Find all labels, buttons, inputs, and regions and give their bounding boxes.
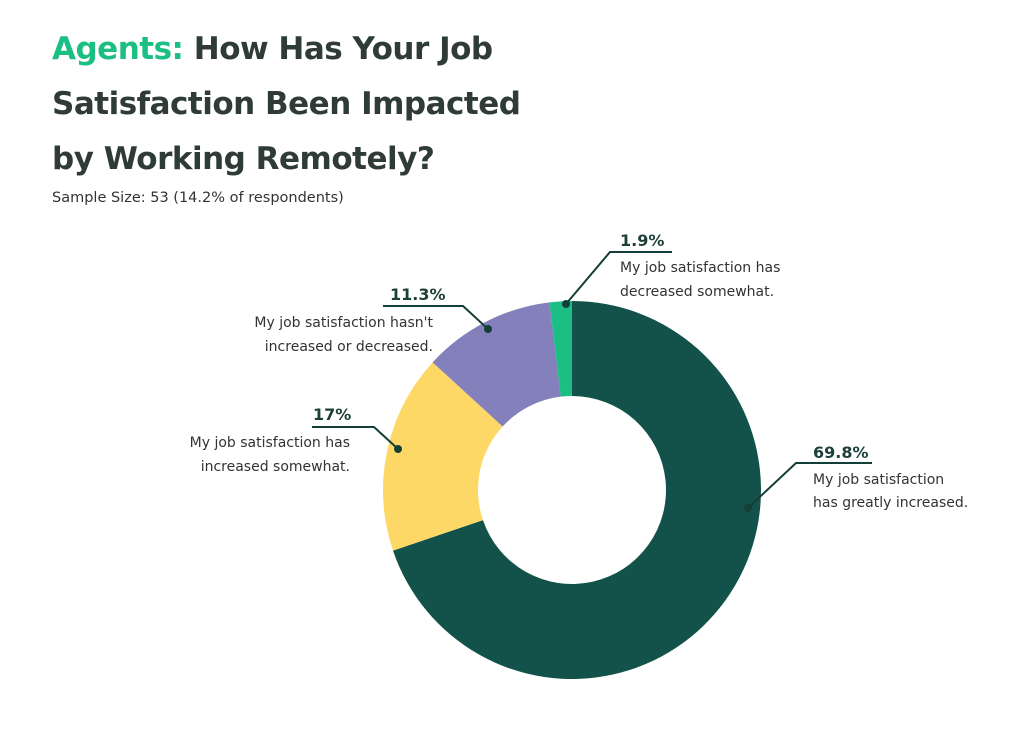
donut-slice-3: [432, 302, 561, 427]
leader-dot-2: [394, 445, 402, 453]
slice-category-label-4-line-1: My job satisfaction has: [620, 260, 780, 276]
leader-line-4: [565, 251, 672, 305]
donut-slice-2: [383, 362, 503, 551]
slice-category-label-1-line-1: My job satisfaction: [813, 472, 944, 488]
chart-title: Agents: How Has Your Job Satisfaction Be…: [52, 22, 572, 187]
donut-slice-1: [392, 301, 761, 679]
leader-dot-3: [484, 325, 492, 333]
donut-slice-4: [549, 301, 572, 397]
leader-line-2: [312, 426, 399, 450]
leader-dot-1: [744, 504, 752, 512]
slice-category-label-3-line-1: My job satisfaction hasn't: [254, 315, 433, 331]
slice-value-label-1: 69.8%: [813, 443, 869, 462]
leader-dot-4: [562, 300, 570, 308]
slice-value-label-4: 1.9%: [620, 231, 664, 250]
leader-line-1: [747, 462, 872, 509]
slice-category-label-4-line-2: decreased somewhat.: [620, 284, 774, 300]
slice-category-label-3-line-2: increased or decreased.: [265, 339, 433, 355]
slice-category-label-1-line-2: has greatly increased.: [813, 495, 968, 511]
slice-category-label-2-line-2: increased somewhat.: [201, 459, 350, 475]
title-main: How Has Your Job Satisfaction Been Impac…: [52, 31, 521, 177]
leader-line-3: [383, 305, 489, 330]
sample-size-note: Sample Size: 53 (14.2% of respondents): [52, 190, 344, 206]
slice-category-label-2-line-1: My job satisfaction has: [190, 435, 350, 451]
title-accent: Agents:: [52, 31, 184, 67]
slice-value-label-3: 11.3%: [390, 285, 446, 304]
slice-value-label-2: 17%: [313, 405, 351, 424]
